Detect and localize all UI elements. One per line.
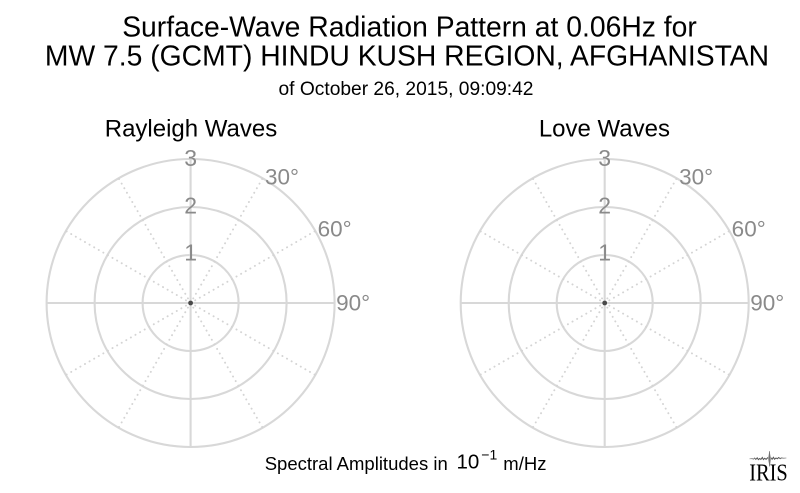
svg-text:m/Hz: m/Hz [503,453,546,474]
svg-text:10: 10 [457,450,480,473]
svg-text:MW 7.5 (GCMT) HINDU KUSH REGIO: MW 7.5 (GCMT) HINDU KUSH REGION, AFGHANI… [45,39,769,71]
svg-text:Love Waves: Love Waves [539,116,670,143]
svg-text:of October 26, 2015, 09:09:42: of October 26, 2015, 09:09:42 [279,79,534,100]
svg-text:Surface-Wave Radiation Pattern: Surface-Wave Radiation Pattern at 0.06Hz… [122,11,697,43]
svg-text:−1: −1 [481,447,497,463]
svg-text:IRIS: IRIS [749,461,788,487]
svg-text:Rayleigh Waves: Rayleigh Waves [105,116,278,143]
svg-text:Spectral Amplitudes in: Spectral Amplitudes in [265,453,448,474]
